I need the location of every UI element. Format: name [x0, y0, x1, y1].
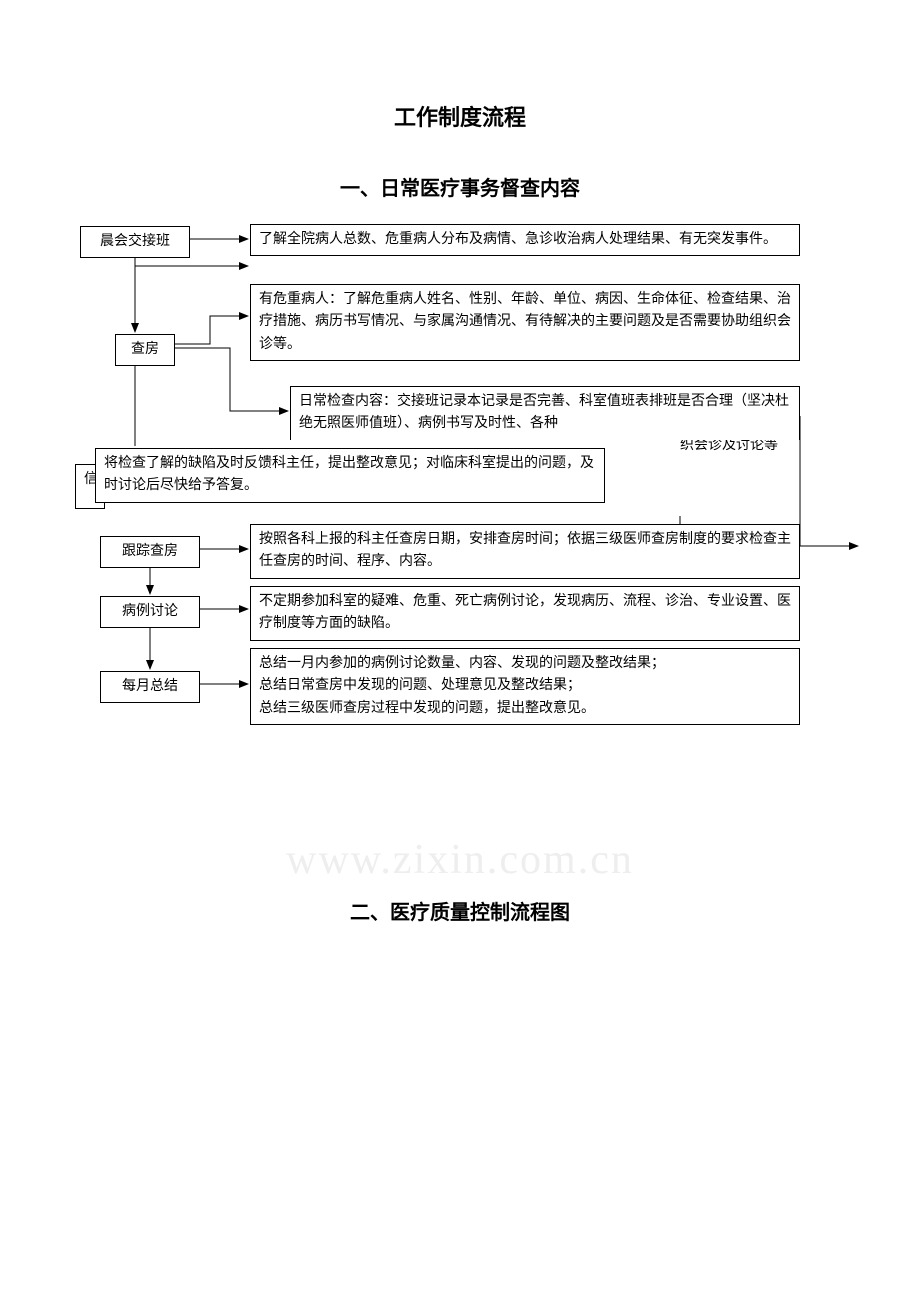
desc-followup: 按照各科上报的科主任查房日期，安排查房时间；依据三级医师查房制度的要求检查主任查…	[250, 524, 800, 579]
node-morning-handover: 晨会交接班	[80, 226, 190, 258]
desc-case-discussion: 不定期参加科室的疑难、危重、死亡病例讨论，发现病历、流程、诊治、专业设置、医疗制…	[250, 586, 800, 641]
desc-overview: 了解全院病人总数、危重病人分布及病情、急诊收治病人处理结果、有无突发事件。	[250, 224, 800, 256]
section1-title: 一、日常医疗事务督查内容	[60, 172, 860, 201]
desc-critical-patient: 有危重病人：了解危重病人姓名、性别、年龄、单位、病因、生命体征、检查结果、治疗措…	[250, 284, 800, 361]
section2-title: 二、医疗质量控制流程图	[60, 896, 860, 925]
node-followup-rounds: 跟踪查房	[100, 536, 200, 568]
desc-daily-check-top: 日常检查内容：交接班记录本记录是否完善、科室值班表排班是否合理（坚决杜绝无照医师…	[290, 386, 800, 440]
desc-feedback: 将检查了解的缺陷及时反馈科主任，提出整改意见；对临床科室提出的问题，及时讨论后尽…	[95, 448, 605, 503]
main-title: 工作制度流程	[60, 100, 860, 132]
node-monthly-summary: 每月总结	[100, 671, 200, 703]
desc-monthly-summary: 总结一月内参加的病例讨论数量、内容、发现的问题及整改结果； 总结日常查房中发现的…	[250, 648, 800, 725]
watermark: www.zixin.com.cn	[286, 836, 634, 884]
flowchart-container: www.zixin.com.cn 晨会交接班	[60, 216, 860, 836]
node-rounds: 查房	[115, 334, 175, 366]
node-case-discussion: 病例讨论	[100, 596, 200, 628]
